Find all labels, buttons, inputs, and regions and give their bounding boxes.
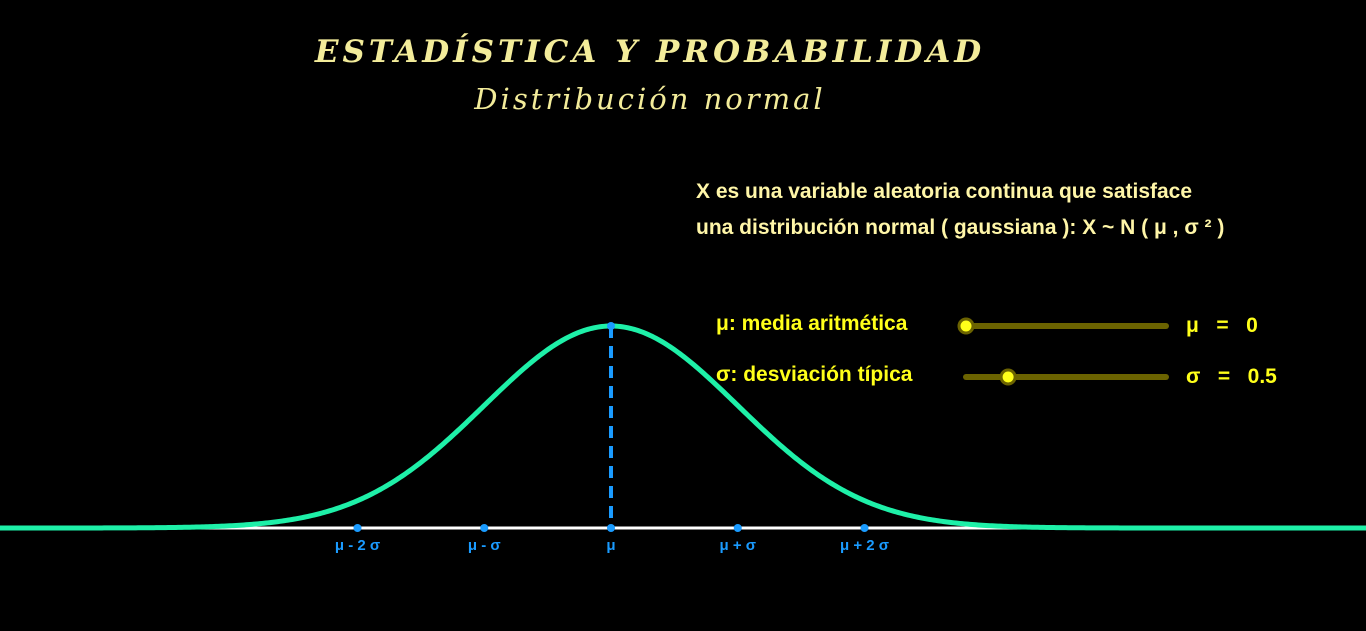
tick-point[interactable] [607,524,615,532]
mu-slider-knob[interactable] [957,317,975,335]
tick-point[interactable] [733,524,742,532]
tick-point[interactable] [860,524,869,532]
tick-label: μ - σ [468,537,501,554]
sigma-value-readout: σ = 0.5 [1186,365,1277,388]
description-line-2: una distribución normal ( gaussiana ): X… [696,216,1225,239]
tick-label: μ [606,537,615,554]
tick-point[interactable] [480,524,489,532]
tick-label: μ + σ [719,537,756,554]
normal-curve [0,323,1366,531]
description-line-1: X es una variable aleatoria continua que… [696,180,1193,203]
page-title: ESTADÍSTICA Y PROBABILIDAD [314,34,986,70]
sigma-slider[interactable] [963,368,1169,386]
mu-slider[interactable] [957,317,1169,335]
peak-point[interactable] [607,322,615,330]
mu-slider-label: μ: media aritmética [716,312,908,335]
page-subtitle: Distribución normal [474,82,826,116]
sigma-slider-knob[interactable] [999,368,1017,386]
mu-value-readout: μ = 0 [1186,314,1258,337]
tick-point[interactable] [353,524,362,532]
sigma-slider-label: σ: desviación típica [716,363,913,386]
tick-label: μ - 2 σ [335,537,380,554]
tick-label: μ + 2 σ [840,537,889,554]
